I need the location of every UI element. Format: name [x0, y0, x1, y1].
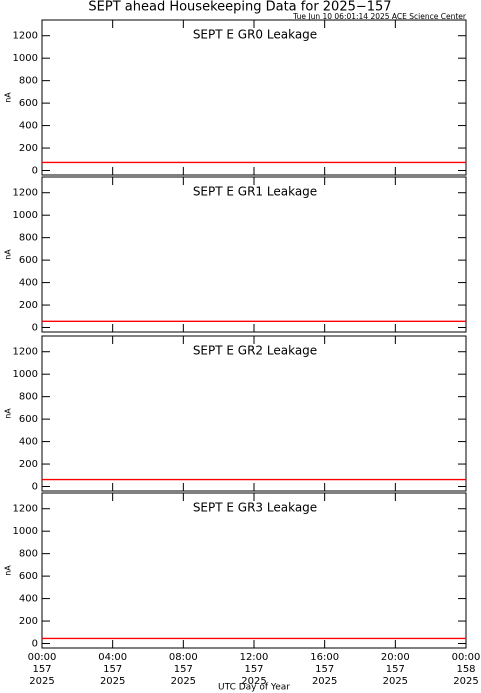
y-tick-label: 400: [19, 437, 38, 448]
x-tick-label: 2025: [100, 676, 125, 687]
chart-title: SEPT ahead Housekeeping Data for 2025−15…: [88, 0, 391, 15]
x-axis-label: UTC Day of Year: [218, 683, 290, 693]
x-tick-label: 16:00: [310, 652, 339, 663]
y-tick-label: 1200: [13, 188, 38, 199]
x-tick-label: 20:00: [381, 652, 410, 663]
panel-title: SEPT E GR3 Leakage: [193, 501, 317, 515]
y-tick-label: 1200: [13, 504, 38, 515]
y-tick-label: 200: [19, 300, 38, 311]
x-tick-label: 157: [174, 664, 193, 675]
y-axis-label: nA: [4, 408, 13, 419]
y-tick-label: 1000: [13, 53, 38, 64]
x-tick-label: 2025: [171, 676, 196, 687]
y-tick-label: 400: [19, 594, 38, 605]
y-tick-label: 600: [19, 98, 38, 109]
y-tick-label: 600: [19, 571, 38, 582]
y-axis-label: nA: [4, 92, 13, 103]
x-tick-label: 157: [386, 664, 405, 675]
y-tick-label: 0: [32, 166, 38, 177]
y-tick-label: 600: [19, 414, 38, 425]
panel-title: SEPT E GR1 Leakage: [193, 185, 317, 199]
y-tick-label: 800: [19, 76, 38, 87]
x-tick-label: 08:00: [169, 652, 198, 663]
x-tick-label: 2025: [453, 676, 478, 687]
y-axis-label: nA: [4, 565, 13, 576]
y-axis-label: nA: [4, 249, 13, 260]
x-tick-label: 157: [103, 664, 122, 675]
y-tick-label: 1000: [13, 369, 38, 380]
subtitle: Tue Jun 10 06:01:14 2025 ACE Science Cen…: [292, 12, 467, 21]
x-tick-label: 2025: [383, 676, 408, 687]
y-tick-label: 1000: [13, 526, 38, 537]
y-tick-label: 800: [19, 549, 38, 560]
y-tick-label: 1200: [13, 31, 38, 42]
y-tick-label: 0: [32, 323, 38, 334]
y-tick-label: 1000: [13, 210, 38, 221]
y-tick-label: 1200: [13, 347, 38, 358]
y-tick-label: 800: [19, 392, 38, 403]
y-tick-label: 0: [32, 482, 38, 493]
x-tick-label: 158: [456, 664, 475, 675]
x-tick-label: 2025: [312, 676, 337, 687]
x-tick-label: 157: [32, 664, 51, 675]
y-tick-label: 600: [19, 255, 38, 266]
x-tick-label: 157: [244, 664, 263, 675]
x-tick-label: 00:00: [28, 652, 57, 663]
x-tick-label: 2025: [29, 676, 54, 687]
y-tick-label: 400: [19, 121, 38, 132]
x-tick-label: 00:00: [452, 652, 481, 663]
y-tick-label: 200: [19, 143, 38, 154]
x-tick-label: 2025: [241, 676, 266, 687]
panel-title: SEPT E GR0 Leakage: [193, 28, 317, 42]
x-tick-label: 157: [315, 664, 334, 675]
y-tick-label: 200: [19, 459, 38, 470]
x-tick-label: 12:00: [240, 652, 269, 663]
y-tick-label: 400: [19, 278, 38, 289]
y-tick-label: 800: [19, 233, 38, 244]
x-tick-label: 04:00: [98, 652, 127, 663]
y-tick-label: 0: [32, 639, 38, 650]
y-tick-label: 200: [19, 616, 38, 627]
panel-title: SEPT E GR2 Leakage: [193, 344, 317, 358]
